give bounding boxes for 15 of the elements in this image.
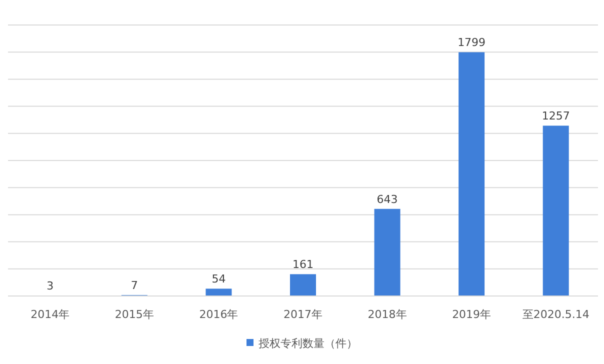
x-tick-label: 至2020.5.14 [522,308,590,321]
data-label: 1799 [458,36,486,50]
x-tick-label: 2016年 [199,308,238,321]
data-label: 54 [212,272,226,286]
x-tick-label: 2015年 [114,308,154,321]
legend-label: 授权专利数量（件） [258,337,358,350]
x-tick-label: 2014年 [30,308,70,321]
data-label: 1257 [542,110,570,123]
data-label: 3 [46,280,54,293]
x-tick-label: 2019年 [452,308,492,321]
x-tick-label: 2018年 [368,308,407,321]
data-label: 161 [292,258,314,272]
data-label: 7 [130,279,138,292]
data-label: 643 [376,192,398,206]
x-tick-label: 2017年 [284,308,322,321]
